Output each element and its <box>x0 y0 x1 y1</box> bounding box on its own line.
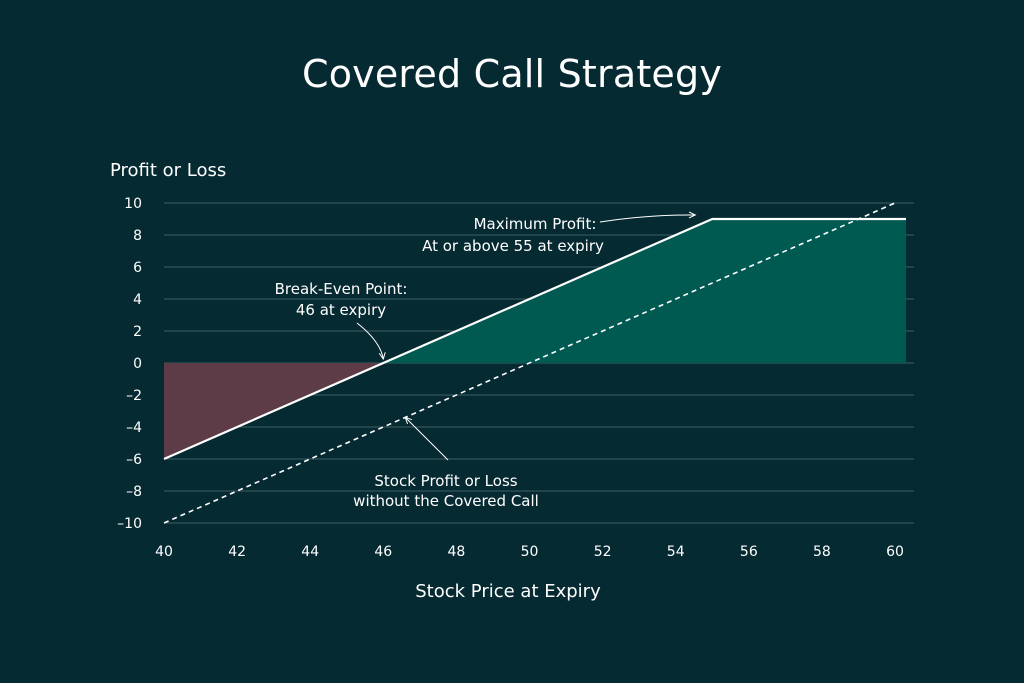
y-tick-label: –4 <box>126 420 142 436</box>
x-tick-label: 52 <box>594 544 612 560</box>
max-profit-annotation-text: Maximum Profit: <box>474 215 597 233</box>
x-tick-label: 50 <box>521 544 539 560</box>
y-axis-label: Profit or Loss <box>110 160 226 181</box>
x-tick-label: 58 <box>813 544 831 560</box>
y-tick-label: –6 <box>126 452 142 468</box>
break-even-annotation-arrowhead <box>378 352 386 361</box>
covered-call-line <box>163 217 906 461</box>
fill-areas <box>164 219 907 459</box>
break-even-annotation-arrow <box>356 322 384 360</box>
stock-line-annotation-arrowhead <box>404 416 413 425</box>
x-axis-label: Stock Price at Expiry <box>415 581 601 602</box>
y-tick-label: 6 <box>133 260 142 276</box>
x-tick-label: 48 <box>447 544 465 560</box>
x-tick-label: 60 <box>886 544 904 560</box>
x-tick-label: 46 <box>374 544 392 560</box>
y-tick-label: –10 <box>117 516 142 532</box>
x-tick-label: 56 <box>740 544 758 560</box>
y-tick-label: 0 <box>133 356 142 372</box>
x-tick-label: 54 <box>667 544 685 560</box>
stock-line-annotation-text: Stock Profit or Loss <box>374 472 517 490</box>
break-even-annotation-text: 46 at expiry <box>296 301 386 319</box>
y-tick-label: 4 <box>133 292 142 308</box>
stock-line-annotation-text: without the Covered Call <box>353 492 539 510</box>
y-tick-label: 2 <box>133 324 142 340</box>
max-profit-annotation-text: At or above 55 at expiry <box>422 237 604 255</box>
chart-title: Covered Call Strategy <box>301 52 723 96</box>
series-lines <box>163 202 906 524</box>
stock-only-line <box>163 202 896 524</box>
stock-line-annotation-arrow <box>404 417 449 461</box>
grid-lines <box>164 202 914 524</box>
y-tick-label: 8 <box>133 228 142 244</box>
max-profit-annotation-arrow <box>599 214 696 223</box>
break-even-annotation-text: Break-Even Point: <box>275 280 408 298</box>
y-tick-label: –8 <box>126 484 142 500</box>
x-tick-label: 42 <box>228 544 246 560</box>
annotations: Maximum Profit: At or above 55 at expiry B… <box>275 211 697 510</box>
y-tick-label: –2 <box>126 388 142 404</box>
y-tick-label: 10 <box>124 196 142 212</box>
x-tick-label: 44 <box>301 544 319 560</box>
x-tick-label: 40 <box>155 544 173 560</box>
max-profit-annotation-arrowhead <box>688 211 697 219</box>
